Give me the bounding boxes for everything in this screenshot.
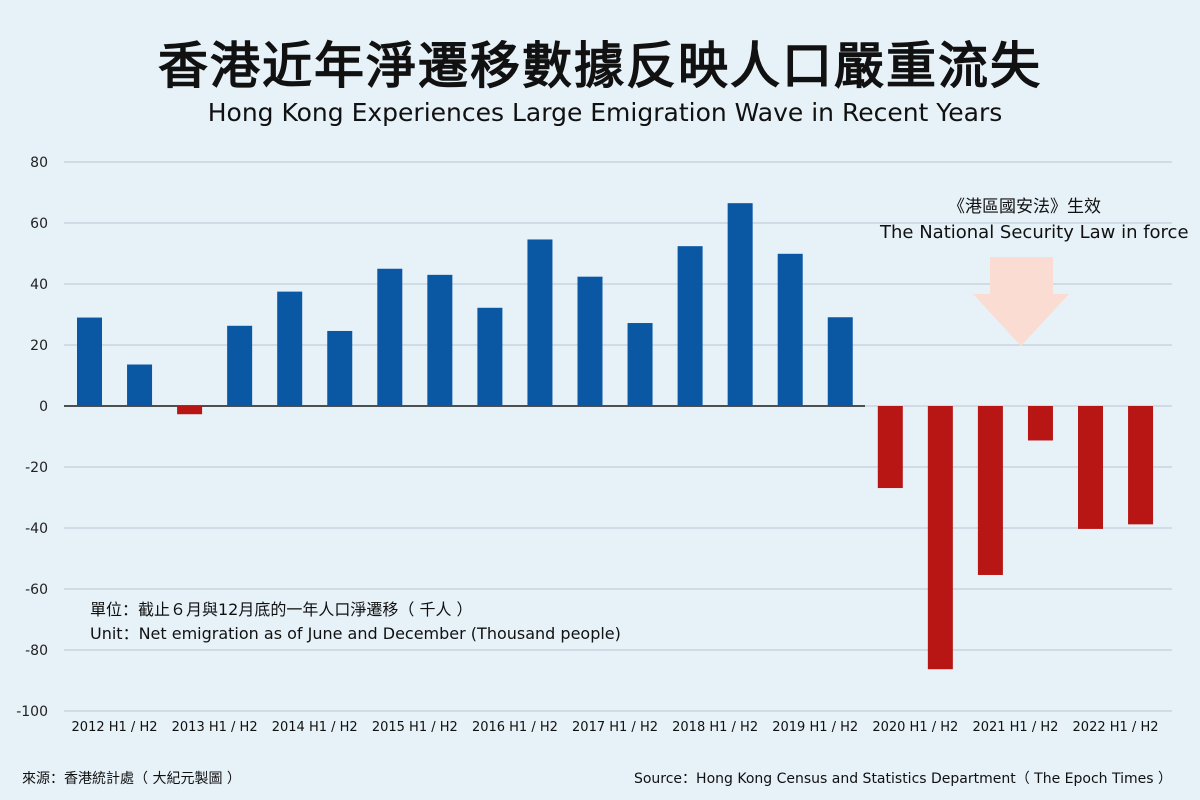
bar bbox=[127, 364, 153, 406]
bar bbox=[1027, 406, 1053, 441]
y-tick-label: 0 bbox=[39, 399, 48, 415]
bar bbox=[477, 307, 503, 406]
bar bbox=[727, 203, 753, 406]
bar bbox=[77, 317, 102, 406]
x-tick-label: 2015 H1 / H2 bbox=[372, 720, 458, 735]
bar bbox=[977, 406, 1003, 575]
bar bbox=[327, 330, 353, 406]
x-tick-label: 2022 H1 / H2 bbox=[1073, 720, 1159, 735]
x-tick-label: 2014 H1 / H2 bbox=[272, 720, 358, 735]
bar bbox=[227, 325, 253, 406]
bar bbox=[427, 274, 453, 406]
bar bbox=[777, 253, 803, 406]
bar bbox=[577, 276, 603, 406]
unit-note-en: Unit：Net emigration as of June and Decem… bbox=[90, 624, 621, 643]
unit-note-zh: 單位：截止６月與12月底的一年人口淨遷移（ 千人 ） bbox=[90, 600, 473, 619]
x-tick-label: 2012 H1 / H2 bbox=[72, 720, 158, 735]
bar bbox=[1078, 406, 1103, 529]
bar bbox=[177, 406, 203, 415]
x-tick-label: 2021 H1 / H2 bbox=[972, 720, 1058, 735]
bar bbox=[927, 406, 953, 670]
x-tick-label: 2013 H1 / H2 bbox=[172, 720, 258, 735]
y-tick-label: -100 bbox=[16, 704, 48, 720]
x-tick-label: 2020 H1 / H2 bbox=[872, 720, 958, 735]
y-tick-label: 80 bbox=[30, 155, 48, 171]
x-tick-label: 2017 H1 / H2 bbox=[572, 720, 658, 735]
unit-note: 單位：截止６月與12月底的一年人口淨遷移（ 千人 ） Unit：Net emig… bbox=[90, 598, 621, 646]
x-tick-label: 2019 H1 / H2 bbox=[772, 720, 858, 735]
chart-subtitle: Hong Kong Experiences Large Emigration W… bbox=[207, 98, 1003, 127]
bar bbox=[377, 268, 403, 406]
chart-title: 香港近年淨遷移數據反映人口嚴重流失 bbox=[158, 37, 1042, 95]
bar bbox=[827, 317, 853, 406]
y-tick-label: -20 bbox=[25, 460, 48, 476]
bar bbox=[527, 239, 553, 406]
source-zh: 來源：香港統計處（ 大紀元製圖 ） bbox=[22, 771, 241, 787]
bar bbox=[277, 291, 303, 406]
y-tick-label: 40 bbox=[30, 277, 48, 293]
down-arrow-icon bbox=[973, 257, 1069, 346]
y-tick-label: 20 bbox=[30, 338, 48, 354]
y-tick-label: -40 bbox=[25, 521, 48, 537]
bar bbox=[1128, 406, 1154, 525]
x-tick-label: 2016 H1 / H2 bbox=[472, 720, 558, 735]
bar bbox=[627, 323, 653, 406]
x-tick-label: 2018 H1 / H2 bbox=[672, 720, 758, 735]
y-tick-label: -80 bbox=[25, 643, 48, 659]
annotation-zh: 《港區國安法》生效 bbox=[948, 197, 1101, 217]
annotation-en: The National Security Law in force bbox=[880, 222, 1189, 243]
source-en: Source：Hong Kong Census and Statistics D… bbox=[633, 771, 1172, 787]
y-tick-label: -60 bbox=[25, 582, 48, 598]
y-tick-label: 60 bbox=[30, 216, 48, 232]
bar bbox=[877, 406, 903, 489]
bar bbox=[677, 246, 703, 406]
